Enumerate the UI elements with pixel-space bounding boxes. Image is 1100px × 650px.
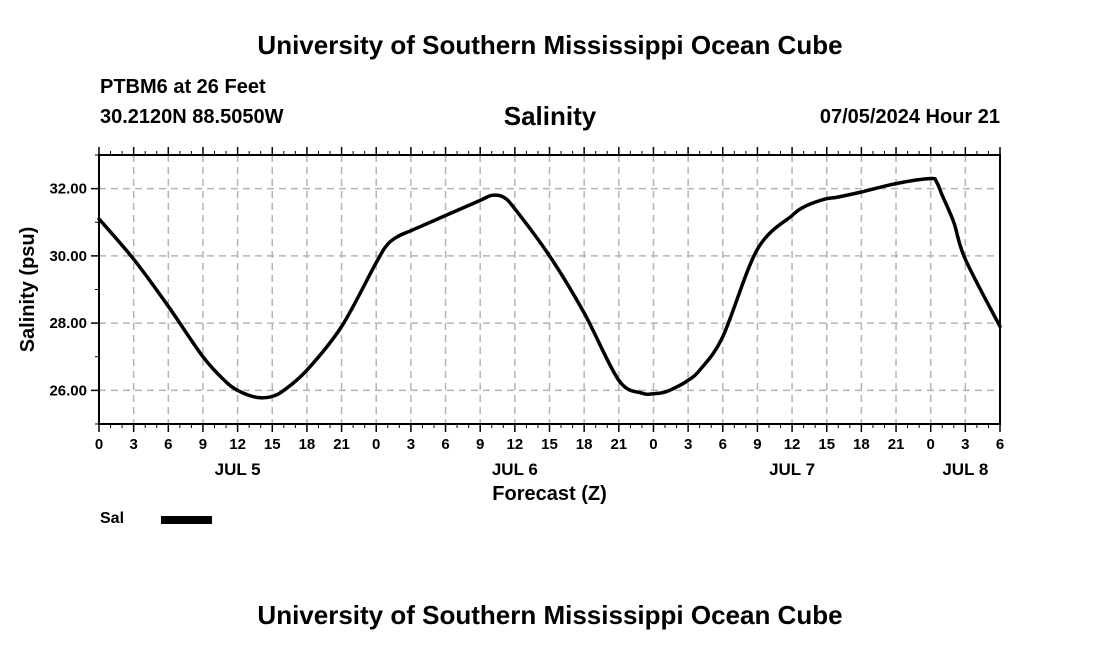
x-tick-label: 18: [853, 436, 870, 453]
x-tick-label: 18: [299, 436, 316, 453]
y-tick-label: 28.00: [49, 315, 87, 332]
x-tick-label: 0: [927, 436, 935, 453]
x-tick-label: 0: [649, 436, 657, 453]
x-tick-label: 15: [541, 436, 558, 453]
forecast-datetime: 07/05/2024 Hour 21: [819, 106, 1000, 128]
x-tick-label: 18: [576, 436, 593, 453]
legend-label: Sal: [100, 510, 125, 527]
salinity-series-line: [97, 176, 1002, 400]
x-tick-label: 9: [753, 436, 761, 453]
y-tick-label: 32.00: [49, 181, 87, 198]
x-tick-label: 0: [372, 436, 380, 453]
chart-title: Salinity: [503, 101, 597, 131]
y-tick-label: 26.00: [49, 382, 87, 399]
x-tick-label: 21: [888, 436, 905, 453]
plot-frame: [98, 154, 1001, 425]
x-tick-label: 12: [229, 436, 246, 453]
x-tick-label: 0: [95, 436, 103, 453]
grid-layer: [99, 155, 1000, 424]
y-tick-label: 30.00: [49, 248, 87, 265]
x-tick-label: 12: [784, 436, 801, 453]
x-tick-label: 15: [264, 436, 281, 453]
footer-title: University of Southern Mississippi Ocean…: [257, 600, 843, 630]
x-tick-label: 6: [996, 436, 1004, 453]
x-tick-label: 21: [333, 436, 350, 453]
x-tick-label: 6: [164, 436, 172, 453]
x-tick-label: 15: [818, 436, 835, 453]
x-tick-label: 12: [507, 436, 524, 453]
x-tick-label: 9: [199, 436, 207, 453]
station-coordinates: 30.2120N 88.5050W: [100, 106, 284, 128]
x-tick-label: 21: [610, 436, 627, 453]
x-tick-label: 3: [407, 436, 415, 453]
x-tick-label: 3: [684, 436, 692, 453]
x-axis-title: Forecast (Z): [492, 483, 606, 505]
legend-swatch: [161, 516, 212, 524]
day-label: JUL 7: [769, 460, 815, 479]
page-title: University of Southern Mississippi Ocean…: [257, 30, 843, 60]
x-tick-label: 6: [441, 436, 449, 453]
station-label: PTBM6 at 26 Feet: [100, 76, 266, 98]
day-label: JUL 5: [215, 460, 261, 479]
day-label: JUL 8: [942, 460, 988, 479]
x-tick-label: 3: [129, 436, 137, 453]
x-tick-label: 3: [961, 436, 969, 453]
x-tick-label: 6: [719, 436, 727, 453]
day-label: JUL 6: [492, 460, 538, 479]
label-layer: 0 3 6 9 12 15 18 21 0 3 6 9 12 15 18 21 0 3 6 9 12 15 18 21 0 3 6 2…: [49, 181, 1004, 479]
y-axis-title: Salinity (psu): [17, 227, 39, 353]
x-tick-label: 9: [476, 436, 484, 453]
